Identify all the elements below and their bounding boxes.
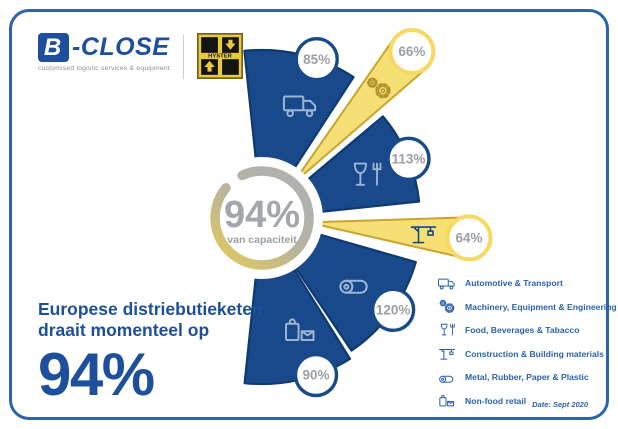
headline-big-value: 94% [38, 341, 155, 408]
logo-divider [182, 35, 184, 79]
legend: Automotive & Transport Machinery, Equipme… [437, 274, 617, 410]
logo-area: B -CLOSE customised logistic services & … [38, 33, 243, 79]
legend-item: Metal, Rubber, Paper & Plastic [437, 368, 617, 386]
crane-icon [437, 346, 457, 361]
sector-badge [293, 352, 339, 398]
legend-label: Automotive & Transport [465, 278, 563, 288]
hyster-down-arrow-icon [225, 39, 236, 50]
legend-label: Food, Beverages & Tabacco [465, 325, 580, 335]
headline-line2: draait momenteel op [38, 320, 210, 340]
truck-icon [437, 276, 457, 291]
headline-line1: Europese distriebutieketen [38, 299, 263, 319]
legend-label: Metal, Rubber, Paper & Plastic [465, 372, 589, 382]
sector-badge [294, 37, 339, 82]
bclose-logo: B -CLOSE customised logistic services & … [38, 33, 170, 72]
legend-item: Construction & Building materials [437, 345, 617, 363]
donut-progress-ring [210, 166, 314, 270]
legend-label: Machinery, Equipment & Engineering [465, 301, 617, 312]
donut-center-value: 94% [224, 194, 300, 236]
legend-item: Non-food retail [437, 392, 617, 410]
sector-badge-value: 66% [398, 44, 425, 59]
bclose-logo-name: -CLOSE [72, 33, 170, 61]
legend-label: Non-food retail [465, 395, 527, 406]
donut-center-label: van capaciteit [227, 234, 297, 246]
sector-badge [388, 28, 436, 75]
sector-badge-value: 90% [302, 368, 329, 383]
sector-badge-value: 120% [376, 302, 411, 317]
sector-badge-value: 64% [455, 231, 482, 246]
hyster-logo: HYSTER [196, 33, 243, 79]
legend-item: Food, Beverages & Tabacco [437, 321, 617, 339]
bclose-tagline: customised logistic services & equipment [38, 65, 170, 72]
sector-badge [370, 287, 416, 332]
legend-item: Automotive & Transport [437, 274, 617, 292]
sector-badge-value: 113% [392, 151, 426, 166]
bclose-logo-b-square: B [38, 33, 69, 62]
sector-badge [386, 136, 431, 182]
sector-badge-value: 85% [303, 52, 330, 67]
legend-label: Construction & Building materials [465, 348, 604, 359]
roll-icon [437, 370, 457, 385]
headline: Europese distriebutieketen draait moment… [38, 299, 263, 408]
hyster-logo-text: HYSTER [208, 54, 232, 60]
hyster-up-arrow-icon [204, 60, 215, 72]
bag-icon [437, 393, 457, 408]
legend-item: Machinery, Equipment & Engineering [437, 298, 617, 316]
sector-badge [445, 214, 493, 262]
food-icon [437, 323, 457, 338]
date-label: Date: Sept 2020 [532, 400, 588, 409]
gears-icon [437, 299, 457, 314]
